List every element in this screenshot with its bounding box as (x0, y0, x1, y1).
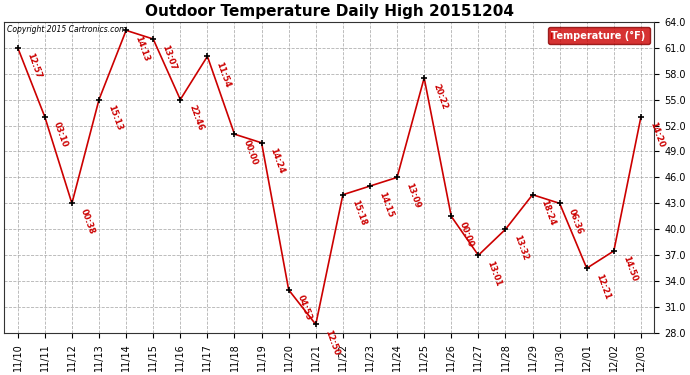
Text: Copyright 2015 Cartronics.com: Copyright 2015 Cartronics.com (8, 25, 127, 34)
Text: 13:07: 13:07 (160, 43, 177, 71)
Text: 03:10: 03:10 (52, 121, 69, 149)
Text: 18:24: 18:24 (540, 199, 557, 227)
Title: Outdoor Temperature Daily High 20151204: Outdoor Temperature Daily High 20151204 (145, 4, 514, 19)
Text: 12:21: 12:21 (593, 272, 611, 301)
Text: 13:32: 13:32 (513, 234, 530, 262)
Text: 14:24: 14:24 (268, 147, 286, 176)
Text: 04:53: 04:53 (295, 294, 313, 322)
Text: 15:13: 15:13 (106, 104, 124, 132)
Text: 06:36: 06:36 (566, 207, 584, 236)
Text: 14:50: 14:50 (621, 255, 638, 284)
Text: 11:54: 11:54 (215, 60, 232, 89)
Text: 00:00: 00:00 (241, 138, 259, 166)
Text: 22:46: 22:46 (187, 104, 205, 132)
Text: 14:20: 14:20 (648, 121, 665, 149)
Text: 00:00: 00:00 (458, 220, 475, 248)
Text: 14:15: 14:15 (377, 190, 395, 219)
Text: 00:38: 00:38 (79, 207, 97, 236)
Text: 14:13: 14:13 (133, 34, 150, 63)
Text: 12:50: 12:50 (323, 328, 340, 357)
Text: 13:01: 13:01 (485, 260, 503, 288)
Legend: Temperature (°F): Temperature (°F) (548, 27, 649, 45)
Text: 15:18: 15:18 (350, 199, 368, 227)
Text: 13:09: 13:09 (404, 182, 422, 210)
Text: 12:57: 12:57 (25, 52, 42, 80)
Text: 20:22: 20:22 (431, 82, 448, 110)
